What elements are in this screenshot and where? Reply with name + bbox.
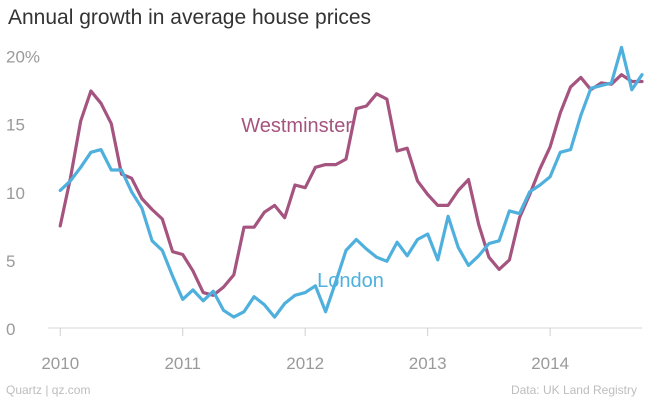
y-tick-label: 5: [6, 252, 15, 271]
series-label-london: London: [317, 270, 384, 292]
series-label-westminster: Westminster: [241, 115, 352, 137]
y-tick-label: 10: [6, 184, 25, 203]
x-tick-label: 2012: [286, 354, 324, 373]
y-tick-label: 20%: [6, 48, 40, 67]
y-tick-label: 15: [6, 116, 25, 135]
y-tick-label: 0: [6, 320, 15, 339]
axis-layer: 0 5 10 15 20% 2010 2011 2012 2013 2014: [6, 48, 642, 373]
chart-title: Annual growth in average house prices: [8, 6, 372, 29]
x-tick-label: 2014: [531, 354, 569, 373]
x-tick-label: 2011: [164, 354, 201, 373]
series-layer: [58, 45, 644, 319]
series-line-london: [58, 45, 644, 319]
x-tick-label: 2013: [409, 354, 447, 373]
footer-credit: Quartz | qz.com: [6, 383, 91, 397]
series-line-westminster: [58, 73, 644, 297]
label-layer: Westminster London: [241, 115, 384, 292]
x-tick-label: 2010: [41, 354, 79, 373]
footer-source: Data: UK Land Registry: [510, 383, 637, 397]
